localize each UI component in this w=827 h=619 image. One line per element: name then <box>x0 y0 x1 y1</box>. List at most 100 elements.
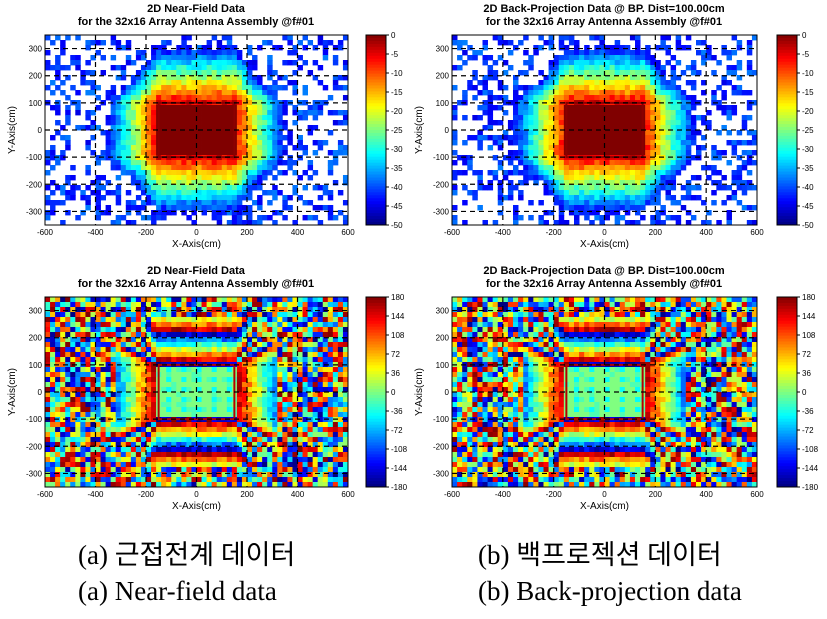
heat-cell <box>120 120 127 126</box>
heat-cell <box>191 65 197 71</box>
heat-cell <box>604 130 610 136</box>
heat-cell <box>135 392 142 398</box>
heat-cell <box>105 205 112 211</box>
heat-cell <box>105 302 112 308</box>
heat-cell <box>135 195 142 201</box>
heat-cell <box>206 60 213 66</box>
heat-cell <box>670 100 677 106</box>
heat-cell <box>206 180 213 186</box>
heat-cell <box>241 95 248 101</box>
heat-cell <box>211 210 218 216</box>
heat-cell <box>90 412 96 418</box>
heat-cell <box>221 332 228 338</box>
heat-cell <box>574 110 580 116</box>
heat-cell <box>231 160 238 166</box>
heat-cell <box>337 382 344 388</box>
heat-cell <box>85 407 91 413</box>
heat-cell <box>680 150 687 156</box>
heat-cell <box>614 180 621 186</box>
heat-cell <box>135 50 142 56</box>
heat-cell <box>50 357 56 363</box>
heat-cell <box>252 402 258 408</box>
heat-cell <box>50 362 56 368</box>
heat-cell <box>614 220 621 226</box>
heat-cell <box>342 442 349 448</box>
heat-cell <box>746 140 753 146</box>
heat-cell <box>736 170 743 176</box>
heat-cell <box>120 442 127 448</box>
heat-cell <box>523 125 529 131</box>
heat-cell <box>252 427 258 433</box>
heat-cell <box>216 352 223 358</box>
heat-cell <box>262 342 268 348</box>
heat-cell <box>599 200 605 206</box>
heat-cell <box>342 175 349 181</box>
heat-cell <box>65 372 71 378</box>
heat-cell <box>317 337 324 343</box>
heat-cell <box>236 210 243 216</box>
heat-cell <box>85 165 91 171</box>
heat-cell <box>584 90 590 96</box>
heat-cell <box>191 220 197 226</box>
heat-cell <box>327 195 334 201</box>
heat-cell <box>176 337 182 343</box>
heat-cell <box>226 185 233 191</box>
heat-cell <box>226 40 233 46</box>
heat-cell <box>317 317 324 323</box>
heat-cell <box>70 175 76 181</box>
heat-cell <box>181 387 187 393</box>
heat-cell <box>65 452 71 458</box>
heat-cell <box>55 110 61 116</box>
heat-cell <box>65 140 71 146</box>
heat-cell <box>65 302 71 308</box>
heat-cell <box>477 90 483 96</box>
heat-cell <box>206 342 213 348</box>
heat-cell <box>105 140 112 146</box>
heat-cell <box>95 392 101 398</box>
heat-cell <box>568 195 575 201</box>
y-tick-label: 100 <box>436 99 450 108</box>
heat-cell <box>282 352 288 358</box>
heat-cell <box>635 95 641 101</box>
heat-cell <box>594 170 600 176</box>
heat-cell <box>650 120 656 126</box>
heat-cell <box>211 412 218 418</box>
heat-cell <box>685 135 692 141</box>
heat-cell <box>125 322 132 328</box>
heat-cell <box>156 175 162 181</box>
heat-cell <box>599 50 605 56</box>
heat-cell <box>665 115 671 121</box>
heat-cell <box>302 337 308 343</box>
heat-cell <box>226 180 233 186</box>
heat-cell <box>221 442 228 448</box>
heat-cell <box>196 125 202 131</box>
heat-cell <box>211 205 218 211</box>
heat-cell <box>130 307 137 313</box>
heat-cell <box>191 317 197 323</box>
heat-cell <box>125 160 132 166</box>
heat-cell <box>231 60 238 66</box>
heat-cell <box>221 95 228 101</box>
heat-cell <box>105 312 112 318</box>
heat-cell <box>166 402 172 408</box>
heat-cell <box>452 160 458 166</box>
heat-cell <box>272 352 278 358</box>
heat-cell <box>257 165 263 171</box>
heat-cell <box>191 120 197 126</box>
heat-cell <box>80 312 86 318</box>
heat-cell <box>75 302 81 308</box>
heat-cell <box>558 180 565 186</box>
heat-cell <box>176 165 182 171</box>
heat-cell <box>130 347 137 353</box>
heat-cell <box>130 427 137 433</box>
heat-cell <box>221 70 228 76</box>
heat-cell <box>231 205 238 211</box>
heat-cell <box>115 135 122 141</box>
heat-cell <box>528 160 534 166</box>
heat-cell <box>629 150 636 156</box>
heat-cell <box>680 120 687 126</box>
heat-cell <box>247 317 253 323</box>
heat-cell <box>282 417 288 423</box>
heat-cell <box>312 150 319 156</box>
heat-cell <box>675 165 682 171</box>
